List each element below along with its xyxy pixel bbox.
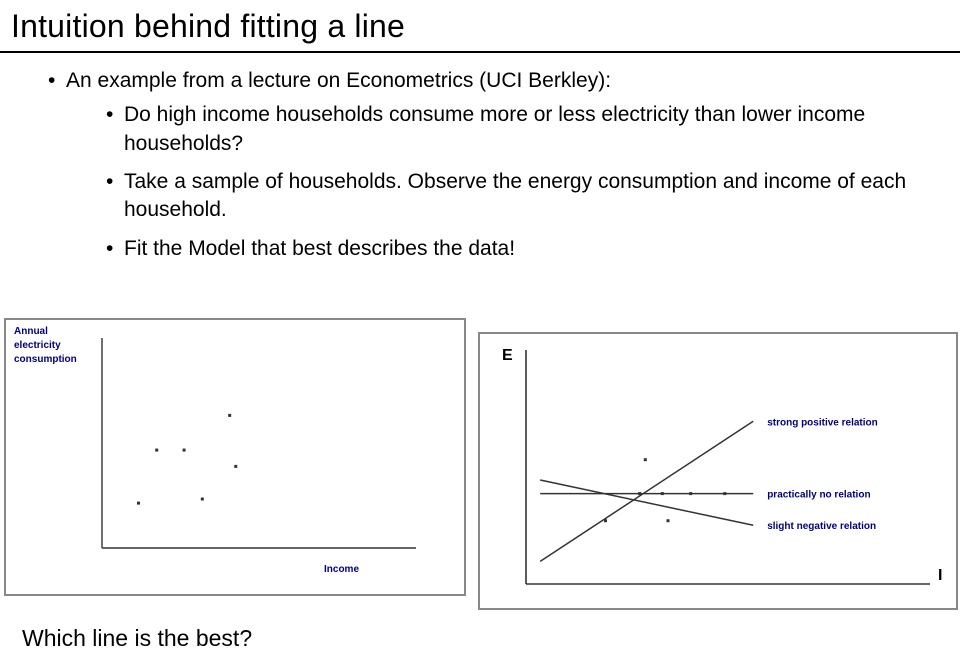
svg-text:E: E <box>502 347 513 364</box>
bullet-sub-1: Take a sample of households. Observe the… <box>106 168 934 225</box>
svg-text:practically no relation: practically no relation <box>767 490 870 501</box>
footer-question: Which line is the best? <box>22 625 252 652</box>
svg-text:Income: Income <box>324 564 359 575</box>
bullet-main-text: An example from a lecture on Econometric… <box>66 69 611 92</box>
bullet-sub-0: Do high income households consume more o… <box>106 101 934 158</box>
svg-text:electricity: electricity <box>14 340 61 351</box>
lines-chart: E Istrong positive relation practically no… <box>480 334 956 608</box>
svg-text:Annual: Annual <box>14 326 48 337</box>
page-title: Intuition behind fitting a line <box>11 8 934 45</box>
lines-chart-frame: E Istrong positive relation practically no… <box>478 332 958 610</box>
scatter-chart-frame: Annual electricity consumption Income <box>4 318 466 596</box>
bullet-main: An example from a lecture on Econometric… <box>48 67 934 263</box>
scatter-chart: Annual electricity consumption Income <box>6 320 464 594</box>
charts-row: Annual electricity consumption Income E Istr… <box>0 318 960 608</box>
bullet-sub-2: Fit the Model that best describes the da… <box>106 235 934 263</box>
title-divider <box>0 51 960 53</box>
svg-text:I: I <box>938 567 942 584</box>
bullet-sublist: Do high income households consume more o… <box>66 101 934 263</box>
svg-text:consumption: consumption <box>14 354 77 365</box>
svg-text:strong positive relation: strong positive relation <box>767 417 878 428</box>
bullet-list: An example from a lecture on Econometric… <box>26 67 934 263</box>
svg-text:slight negative relation: slight negative relation <box>767 521 876 532</box>
